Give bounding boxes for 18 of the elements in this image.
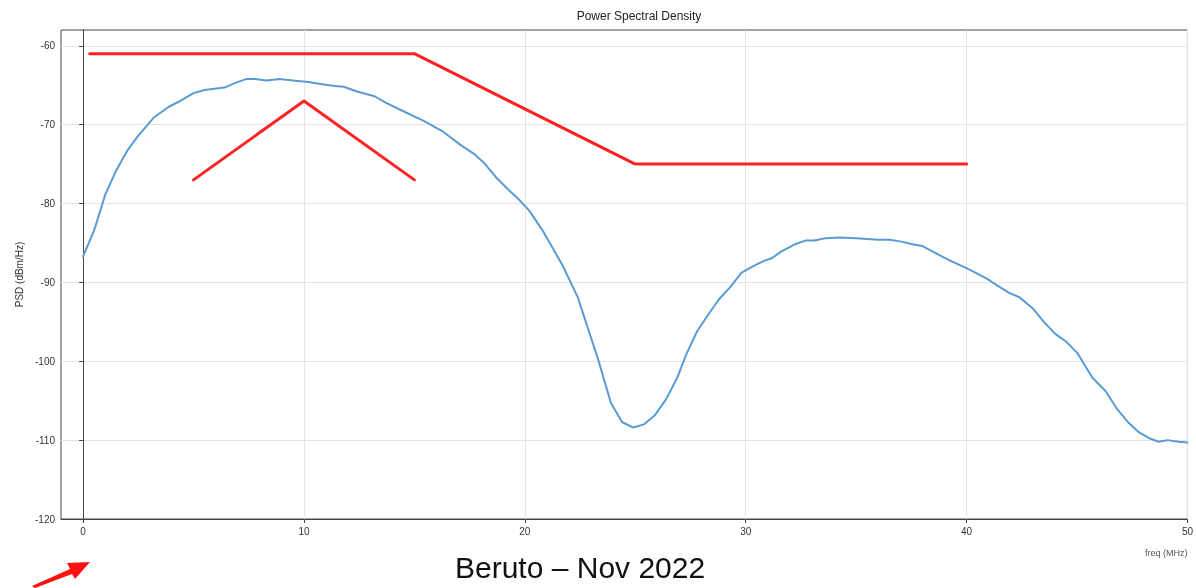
y-tick-label: -60 (40, 40, 56, 52)
x-tick-label: 40 (961, 525, 973, 537)
x-tick-label: 50 (1181, 525, 1194, 537)
x-tick-label: 20 (519, 525, 531, 537)
text: Beruto – Nov 2022 (455, 550, 706, 584)
x-tick-label: 30 (740, 525, 752, 537)
x-axis-title: freq (MHz) (1144, 547, 1188, 558)
y-tick-label: -110 (35, 434, 56, 446)
line-series (82, 77, 1189, 444)
y-tick-label: -100 (34, 355, 56, 367)
y-tick-label: -70 (40, 119, 56, 131)
y-tick-label: -120 (34, 513, 56, 525)
chart-title: Power Spectral Density (576, 9, 702, 23)
x-tick-label: 0 (80, 525, 87, 537)
y-axis-title: PSD (dBm/Hz) (13, 241, 25, 308)
y-tick-label: -80 (40, 198, 56, 210)
x-tick-label: 10 (298, 525, 310, 537)
y-tick-label: -90 (40, 276, 56, 288)
